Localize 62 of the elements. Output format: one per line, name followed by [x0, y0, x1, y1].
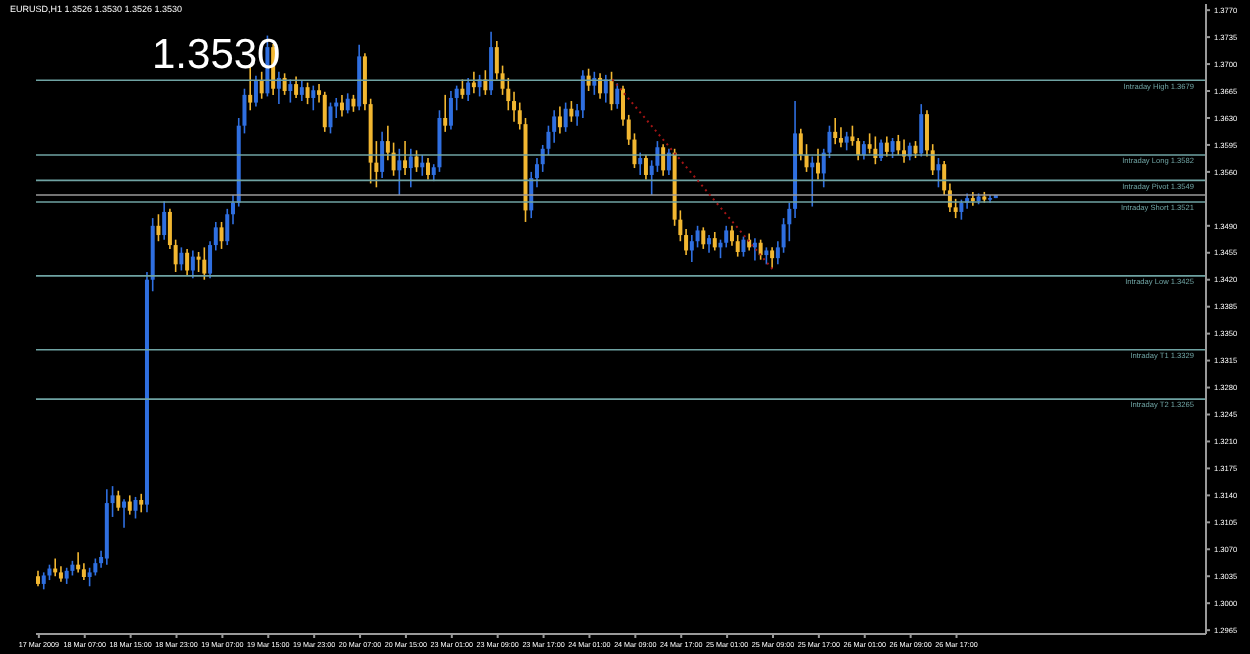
candlestick: [179, 246, 184, 272]
candlestick: [569, 100, 574, 123]
candlestick: [959, 198, 964, 221]
candlestick: [299, 80, 304, 102]
candlestick: [615, 82, 620, 110]
candlestick: [122, 498, 127, 529]
candlestick: [190, 249, 195, 279]
candlestick: [403, 140, 408, 176]
candlestick: [833, 117, 838, 145]
candlestick: [844, 131, 849, 152]
candlestick: [288, 78, 293, 104]
candlestick: [196, 251, 201, 273]
candlestick: [426, 157, 430, 181]
candlestick: [162, 200, 167, 241]
candlestick: [311, 84, 316, 112]
candlestick: [712, 231, 717, 252]
candlestick: [397, 147, 402, 196]
candlestick: [643, 154, 648, 181]
candlestick: [466, 77, 471, 102]
candlestick: [557, 105, 562, 135]
candlestick: [689, 234, 694, 263]
candlestick: [380, 131, 385, 179]
candlestick: [185, 248, 190, 277]
candlestick: [580, 69, 585, 119]
candlestick: [305, 81, 310, 105]
candlestick: [219, 221, 224, 250]
candlestick: [259, 70, 264, 100]
candlestick: [322, 91, 327, 133]
candlestick: [448, 90, 453, 131]
candlestick: [896, 134, 901, 156]
candlestick: [638, 151, 643, 176]
candlestick: [345, 92, 350, 115]
candlestick: [741, 235, 746, 258]
candlestick: [936, 157, 941, 189]
candlestick: [890, 137, 895, 159]
candlestick: [701, 226, 706, 250]
candlestick: [443, 94, 448, 133]
candlestick: [87, 566, 92, 588]
candlestick: [838, 126, 843, 149]
candlestick: [414, 149, 419, 173]
candlestick: [139, 493, 144, 514]
candlestick: [661, 143, 666, 177]
candlestick: [460, 78, 465, 100]
candlestick: [861, 140, 866, 161]
candlestick: [919, 103, 924, 158]
candlestick: [156, 213, 161, 243]
candlestick: [339, 94, 344, 118]
candlestick: [116, 489, 121, 512]
candlestick: [294, 75, 299, 99]
candlestick: [758, 238, 763, 261]
candlestick: [253, 74, 258, 108]
candlestick: [489, 30, 494, 96]
candlestick: [202, 246, 207, 281]
candlestick: [816, 147, 820, 181]
candlestick: [735, 234, 740, 258]
candlestick: [609, 70, 614, 112]
candlestick: [133, 496, 138, 520]
candlestick: [328, 101, 333, 135]
candlestick: [127, 494, 132, 516]
candlestick: [563, 101, 568, 133]
candlestick: [770, 246, 775, 269]
candlestick: [408, 147, 413, 189]
